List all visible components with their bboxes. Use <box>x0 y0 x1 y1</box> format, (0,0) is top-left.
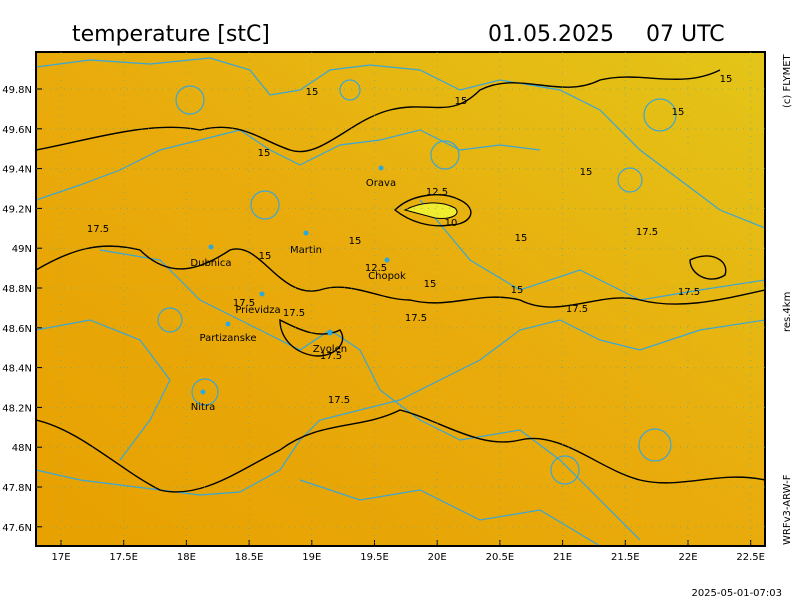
lon-axis: 17E 17.5E 18E 18.5E 19E 19.5E 20E 20.5E 21E 21.5E… <box>51 52 765 563</box>
contour-label: 15 <box>306 87 319 98</box>
lat-axis: 49.8N 49.6N 49.4N 49.2N 49N 48.8N 48.6N 48.4N 48… <box>2 85 765 534</box>
city-label: Prievidza <box>235 305 280 316</box>
contour-label: 17.5 <box>566 304 588 315</box>
contour-label: 15 <box>515 233 528 244</box>
lon-label: 18E <box>177 552 196 563</box>
contour-labels: 15151515151512.51017.5151517.51512.51515… <box>87 74 733 406</box>
contour-label: 15 <box>511 285 524 296</box>
contour-label: 17.5 <box>328 395 350 406</box>
model: WRFv3-ARW-F <box>782 474 793 545</box>
lat-label: 47.8N <box>2 483 32 494</box>
lat-label: 48N <box>12 443 32 454</box>
lon-label: 20.5E <box>486 552 515 563</box>
city-label: Nitra <box>191 402 215 413</box>
city-dot <box>208 244 214 250</box>
contour-label: 15 <box>259 251 272 262</box>
city-label: Orava <box>366 178 396 189</box>
contour-label: 10 <box>445 218 458 229</box>
city-dot <box>259 291 265 297</box>
lat-label: 49.2N <box>2 204 32 215</box>
contour-label: 17.5 <box>405 313 427 324</box>
contour-label: 15 <box>672 107 685 118</box>
lon-label: 17E <box>51 552 70 563</box>
timestamp: 2025-05-01-07:03 <box>691 588 782 599</box>
city-dot <box>200 389 206 395</box>
lat-label: 49N <box>12 244 32 255</box>
lat-label: 48.4N <box>2 364 32 375</box>
contours <box>36 69 765 493</box>
lat-label: 47.6N <box>2 523 32 534</box>
resolution: res.4km <box>782 292 793 332</box>
cities: Orava Martin Dubnica Chopok Prievidza Partiza… <box>190 165 406 413</box>
lon-label: 18.5E <box>235 552 264 563</box>
lon-label: 17.5E <box>109 552 138 563</box>
map-frame <box>35 51 766 547</box>
date: 01.05.2025 <box>488 22 614 47</box>
contour-label: 12.5 <box>365 263 387 274</box>
lon-label: 20E <box>428 552 447 563</box>
contour-label: 17.5 <box>636 227 658 238</box>
contour-label: 17.5 <box>320 351 342 362</box>
city-label: Zvolen <box>313 344 347 355</box>
contour-label: 15 <box>580 167 593 178</box>
contour-label: 15 <box>424 279 437 290</box>
city-dot <box>303 230 309 236</box>
city-label: Dubnica <box>190 258 231 269</box>
city-label: Martin <box>290 245 322 256</box>
lon-label: 19.5E <box>360 552 389 563</box>
city-dot <box>384 257 390 263</box>
lon-label: 22.5E <box>736 552 765 563</box>
lat-label: 49.6N <box>2 125 32 136</box>
map-area: 15151515151512.51017.5151517.51512.51515… <box>36 52 765 546</box>
city-dot <box>225 321 231 327</box>
lat-label: 48.6N <box>2 324 32 335</box>
lat-label: 48.8N <box>2 284 32 295</box>
lat-label: 49.4N <box>2 165 32 176</box>
lon-label: 21.5E <box>611 552 640 563</box>
lon-label: 19E <box>302 552 321 563</box>
city-label: Partizanske <box>199 333 256 344</box>
contour-label: 15 <box>349 236 362 247</box>
contour-label: 15 <box>720 74 733 85</box>
city-dot <box>378 165 384 171</box>
contour-label: 17.5 <box>87 224 109 235</box>
lon-label: 21E <box>553 552 572 563</box>
contour-label: 17.5 <box>233 298 255 309</box>
lat-label: 49.8N <box>2 85 32 96</box>
lat-label: 48.2N <box>2 403 32 414</box>
lon-label: 22E <box>678 552 697 563</box>
time: 07 UTC <box>646 22 725 47</box>
contour-label: 17.5 <box>678 287 700 298</box>
contour-label: 15 <box>455 96 468 107</box>
city-label: Chopok <box>368 271 406 282</box>
copyright: (c) FLYMET <box>782 53 793 108</box>
contour-label: 17.5 <box>283 308 305 319</box>
contour-label: 15 <box>258 148 271 159</box>
title: temperature [stC] <box>72 22 270 47</box>
city-dot <box>327 330 333 336</box>
